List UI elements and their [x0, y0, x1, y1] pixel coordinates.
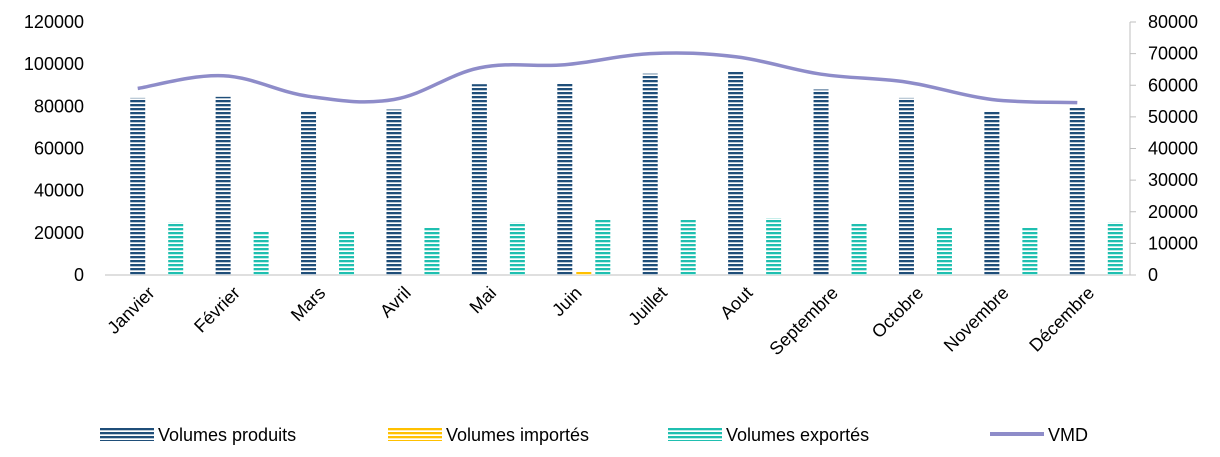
category-labels: Janvier Février Mars Avril Mai Juin Juillet Aou…: [103, 283, 1098, 359]
category-label-mai: Mai: [466, 283, 501, 318]
left-tick-label: 20000: [34, 223, 84, 243]
bar-volumes-produits-novembre: [984, 110, 1000, 275]
category-label-fevrier: Février: [190, 283, 244, 337]
bar-volumes-produits-septembre: [813, 89, 829, 275]
bar-volumes-importes-juin: [576, 271, 592, 275]
bar-volumes-produits-aout: [728, 71, 744, 275]
legend-label-vmd: VMD: [1048, 425, 1088, 445]
bar-volumes-produits-juillet: [642, 73, 658, 275]
vmd-line: [137, 51, 1078, 105]
bar-volumes-exportes-aout: [766, 218, 782, 275]
category-label-septembre: Septembre: [765, 283, 841, 359]
category-label-mars: Mars: [287, 283, 329, 325]
bar-volumes-produits-decembre: [1069, 107, 1085, 275]
bar-volumes-exportes-janvier: [168, 222, 184, 275]
category-label-janvier: Janvier: [103, 283, 158, 338]
bar-volumes-exportes-mai: [509, 222, 525, 275]
right-tick-label: 40000: [1148, 139, 1198, 159]
bars: [130, 71, 1123, 276]
left-tick-label: 120000: [24, 12, 84, 32]
right-tick-label: 70000: [1148, 44, 1198, 64]
right-tick-label: 50000: [1148, 107, 1198, 127]
category-label-octobre: Octobre: [868, 283, 927, 342]
legend-label-volumes-importes: Volumes importés: [446, 425, 589, 445]
bar-volumes-produits-octobre: [898, 97, 914, 276]
legend-swatch-volumes-importes: [388, 428, 442, 441]
bar-volumes-exportes-mars: [339, 230, 355, 275]
legend-swatch-volumes-exportes: [668, 428, 722, 441]
left-tick-label: 40000: [34, 181, 84, 201]
category-label-avril: Avril: [376, 283, 415, 322]
right-tick-label: 80000: [1148, 12, 1198, 32]
bar-volumes-exportes-octobre: [936, 226, 952, 275]
left-tick-label: 100000: [24, 54, 84, 74]
right-tick-label: 30000: [1148, 170, 1198, 190]
bar-volumes-produits-fevrier: [215, 96, 231, 276]
right-tick-label: 60000: [1148, 75, 1198, 95]
bar-volumes-produits-mars: [301, 111, 317, 276]
category-label-novembre: Novembre: [940, 283, 1013, 356]
left-tick-label: 0: [74, 265, 84, 285]
left-tick-label: 60000: [34, 139, 84, 159]
axes: 0 20000 40000 60000 80000 100000 120000 0 10000 2…: [24, 12, 1198, 285]
category-label-decembre: Décembre: [1025, 283, 1098, 356]
legend-swatch-volumes-produits: [100, 428, 154, 441]
bar-volumes-produits-juin: [557, 83, 573, 276]
bar-volumes-exportes-juin: [595, 219, 611, 275]
bar-volumes-exportes-avril: [424, 226, 440, 275]
bar-volumes-produits-avril: [386, 109, 402, 275]
category-label-aout: Aout: [716, 283, 756, 323]
bar-volumes-exportes-juillet: [680, 219, 696, 275]
category-label-juillet: Juillet: [624, 283, 671, 330]
bar-volumes-produits-janvier: [130, 97, 146, 276]
right-tick-label: 20000: [1148, 202, 1198, 222]
bar-volumes-exportes-septembre: [851, 223, 867, 275]
bar-volumes-exportes-decembre: [1107, 222, 1123, 275]
left-tick-label: 80000: [34, 96, 84, 116]
legend: Volumes produits Volumes importés Volumes …: [100, 425, 1088, 445]
vmd-line-layer: [137, 51, 1078, 105]
bar-volumes-exportes-fevrier: [253, 230, 269, 275]
bar-volumes-produits-mai: [471, 84, 487, 275]
bar-volumes-exportes-novembre: [1022, 227, 1038, 275]
legend-label-volumes-produits: Volumes produits: [158, 425, 296, 445]
legend-label-volumes-exportes: Volumes exportés: [726, 425, 869, 445]
right-tick-label: 10000: [1148, 233, 1198, 253]
right-tick-label: 0: [1148, 265, 1158, 285]
category-label-juin: Juin: [548, 283, 585, 320]
